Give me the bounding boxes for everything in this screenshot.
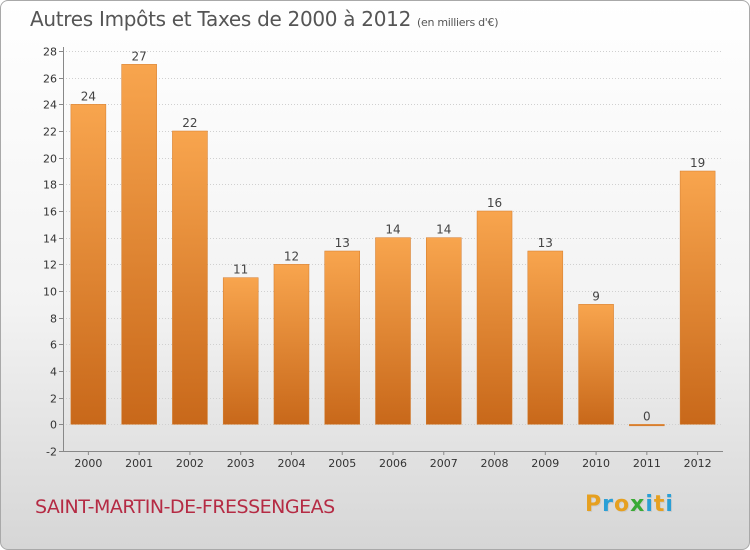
x-tick-label: 2007 — [430, 457, 458, 470]
bar — [426, 237, 462, 425]
data-label: 24 — [81, 89, 96, 103]
y-tick-label: 22 — [43, 126, 57, 139]
bar — [578, 304, 614, 425]
bar — [121, 64, 157, 425]
data-label: 16 — [487, 196, 502, 210]
chart-title-unit: (en milliers d'€) — [417, 16, 499, 29]
x-tick-label: 2009 — [531, 457, 559, 470]
data-label: 9 — [592, 289, 600, 303]
y-tick-label: 26 — [43, 73, 57, 86]
data-label: 19 — [690, 156, 705, 170]
data-label: 13 — [538, 236, 553, 250]
bar — [324, 250, 360, 425]
bar — [222, 277, 259, 425]
y-tick-label: 28 — [43, 46, 57, 59]
x-tick-label: 2006 — [379, 457, 407, 470]
y-tick-label: 0 — [50, 419, 57, 432]
bar — [172, 130, 208, 425]
y-tick-label: -2 — [46, 446, 57, 459]
bar — [375, 237, 411, 425]
logo-letter: x — [630, 492, 646, 517]
y-tick-label: 8 — [50, 313, 57, 326]
logo-letter: t — [653, 492, 666, 517]
y-tick-label: 18 — [43, 179, 57, 192]
logo-letter: P — [585, 492, 603, 517]
y-tick-label: 10 — [43, 286, 57, 299]
data-labels: 24 27 22 11 12 13 14 14 16 13 9 0 19 — [81, 49, 706, 423]
data-label: 22 — [182, 116, 197, 130]
x-tick-label: 2000 — [74, 457, 102, 470]
logo-letter: o — [613, 492, 631, 517]
x-tick-label: 2002 — [176, 457, 204, 470]
y-tick-label: 12 — [43, 259, 57, 272]
commune-name: SAINT-MARTIN-DE-FRESSENGEAS — [35, 496, 335, 518]
y-tick-label: 20 — [43, 153, 57, 166]
data-label: 13 — [335, 236, 350, 250]
y-tick-label: 14 — [43, 233, 57, 246]
data-label: 0 — [643, 409, 651, 423]
x-tick-label: 2001 — [125, 457, 153, 470]
x-tick-label: 2008 — [481, 457, 509, 470]
axes — [59, 47, 723, 455]
data-label: 12 — [284, 249, 299, 263]
y-tick-label: 4 — [50, 366, 57, 379]
x-tick-label: 2004 — [277, 457, 305, 470]
chart-title-text: Autres Impôts et Taxes de 2000 à 2012 — [30, 7, 411, 31]
proxiti-logo: Proxiti — [585, 492, 674, 517]
bar — [273, 264, 310, 425]
logo-letter: i — [665, 492, 674, 517]
x-tick-label: 2005 — [328, 457, 356, 470]
chart-title: Autres Impôts et Taxes de 2000 à 2012 (en… — [30, 7, 498, 31]
x-tick-label: 2011 — [633, 457, 661, 470]
data-label: 11 — [233, 263, 248, 277]
x-tick-label: 2003 — [227, 457, 255, 470]
data-label: 27 — [132, 49, 147, 63]
logo-letter: r — [602, 492, 614, 517]
bar — [527, 250, 564, 425]
bar — [629, 424, 665, 427]
logo-letter: i — [645, 492, 654, 517]
y-tick-label: 6 — [50, 339, 57, 352]
data-label: 14 — [436, 223, 451, 237]
y-tick-label: 2 — [50, 393, 57, 406]
x-tick-labels: 2000 2001 2002 2003 2004 2005 2006 2007 2008 2009… — [74, 457, 711, 470]
y-tick-label: 24 — [43, 99, 57, 112]
x-tick-label: 2012 — [684, 457, 712, 470]
bar — [70, 104, 107, 425]
y-tick-label: 16 — [43, 206, 57, 219]
bar — [679, 170, 716, 425]
bars — [70, 64, 716, 427]
x-tick-label: 2010 — [582, 457, 610, 470]
bar — [476, 210, 513, 425]
data-label: 14 — [385, 223, 400, 237]
